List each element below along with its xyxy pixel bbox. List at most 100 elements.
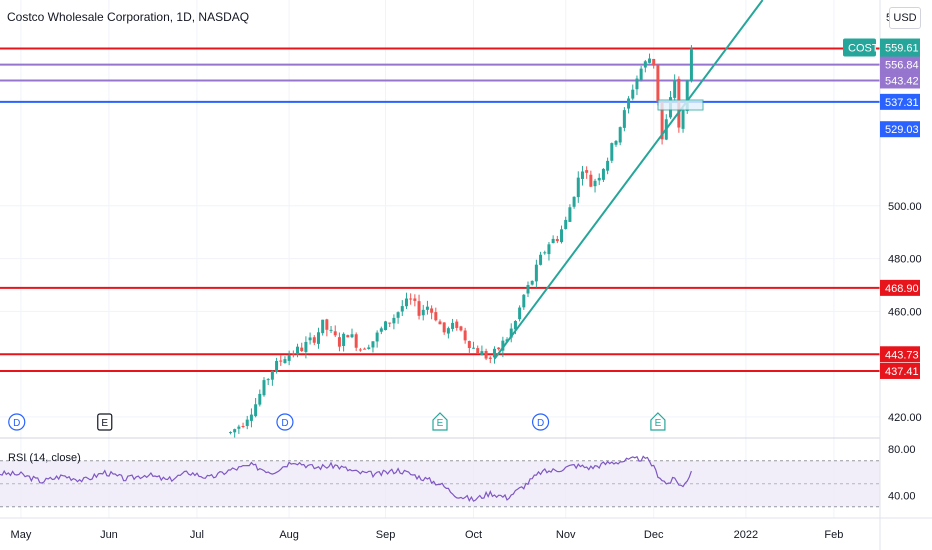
candle-body	[266, 379, 270, 381]
candle-body	[652, 58, 656, 66]
candle	[497, 347, 501, 351]
time-tick: Feb	[824, 529, 843, 541]
candle-body	[585, 170, 589, 173]
candle-body	[270, 370, 274, 380]
candle-body	[467, 341, 471, 348]
time-tick: Jun	[100, 529, 118, 541]
candle-body	[400, 306, 404, 312]
candle-body	[354, 334, 358, 348]
candle	[463, 327, 467, 344]
candle	[417, 294, 421, 320]
candle-body	[618, 127, 622, 143]
candle-body	[396, 312, 400, 318]
candle	[279, 355, 283, 366]
candle	[358, 347, 362, 352]
candle	[518, 305, 522, 322]
candle	[610, 142, 614, 164]
candle	[467, 340, 471, 353]
candle-body	[656, 64, 660, 103]
event-marker-e[interactable]: E	[650, 412, 666, 431]
event-marker-e[interactable]: E	[432, 412, 448, 431]
event-marker-d[interactable]: D	[276, 413, 294, 431]
level-468-badge-bg	[880, 279, 920, 296]
candle-body	[622, 110, 626, 128]
candle-body	[660, 102, 664, 140]
trendline[interactable]	[493, 0, 764, 360]
candle	[396, 311, 400, 324]
candle-body	[446, 328, 450, 334]
candle-body	[643, 61, 647, 68]
price-axis[interactable]: 500.00 480.00 460.00 420.00 80.00 40.00	[888, 201, 922, 502]
candle	[442, 322, 446, 335]
candle-body	[522, 294, 526, 308]
currency-button[interactable]: USD	[889, 7, 921, 29]
target-box[interactable]	[657, 99, 704, 111]
trendline-segment[interactable]	[493, 0, 764, 360]
candle	[388, 322, 392, 328]
candle-body	[555, 239, 559, 242]
candle	[576, 171, 580, 203]
candle-body	[509, 328, 513, 338]
candle	[627, 96, 631, 114]
horizontal-levels[interactable]	[0, 47, 880, 372]
candle	[652, 58, 656, 69]
candle-body	[350, 334, 354, 338]
candle	[367, 344, 371, 350]
candle	[329, 325, 333, 334]
candle-body	[614, 140, 618, 145]
candle	[568, 204, 572, 222]
candle	[249, 408, 253, 428]
candle-body	[404, 298, 408, 307]
candle	[245, 415, 249, 430]
candle	[614, 139, 618, 147]
candle	[589, 170, 593, 188]
price-tick: 460.00	[888, 306, 922, 318]
candle	[375, 330, 379, 348]
candle-body	[388, 322, 392, 324]
candle	[283, 356, 287, 364]
candle	[539, 251, 543, 266]
main-pane[interactable]	[0, 0, 880, 438]
ticker-badge: COST	[848, 43, 879, 55]
candle-body	[518, 307, 522, 320]
candle-body	[237, 426, 241, 429]
earnings-icon	[650, 412, 666, 431]
candle-body	[421, 309, 425, 316]
candle-body	[459, 326, 463, 331]
candle	[597, 173, 601, 186]
dividend-icon	[8, 413, 26, 431]
candle	[262, 377, 266, 397]
candle-body	[275, 360, 279, 373]
candle-body	[551, 238, 555, 244]
dividend-icon	[531, 413, 550, 431]
candle-body	[497, 347, 501, 350]
ticker-badge-bg	[843, 38, 876, 57]
candle-body	[639, 68, 643, 81]
candle-body	[543, 252, 547, 254]
candle-body	[425, 306, 429, 310]
event-marker-d[interactable]: D	[8, 413, 26, 431]
event-marker-e[interactable]: E	[97, 413, 113, 431]
price-tick: 500.00	[888, 201, 922, 213]
level-437-badge: 437.41	[885, 366, 919, 378]
dividend-icon	[276, 413, 294, 431]
level-537-badge: 537.31	[885, 97, 919, 109]
candle	[241, 422, 245, 429]
candle-body	[681, 110, 685, 129]
candle	[346, 334, 350, 338]
candle	[312, 335, 316, 346]
price-badges: COST559.6101:48:05556.84543.42537.31468.…	[843, 38, 928, 379]
candle	[354, 332, 358, 351]
time-axis[interactable]: May Jun Jul Aug Sep Oct Nov Dec 2022 Feb	[0, 517, 932, 541]
candle	[392, 314, 396, 330]
candle-body	[312, 337, 316, 343]
candle-body	[488, 357, 492, 359]
price-tick: 420.00	[888, 412, 922, 424]
candle-body	[321, 319, 325, 334]
candle-body	[346, 335, 350, 338]
event-marker-d[interactable]: D	[531, 413, 550, 431]
event-letter: E	[101, 418, 108, 429]
grid	[0, 0, 880, 518]
